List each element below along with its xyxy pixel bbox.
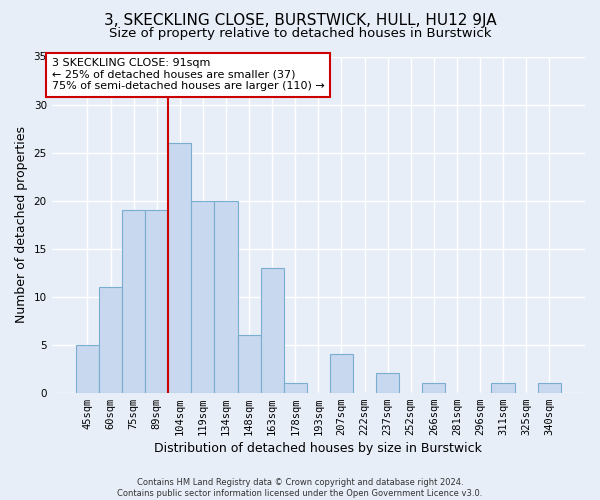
Bar [122,210,145,392]
Bar [191,200,214,392]
X-axis label: Distribution of detached houses by size in Burstwick: Distribution of detached houses by size … [154,442,482,455]
Bar [260,268,284,392]
Text: Contains HM Land Registry data © Crown copyright and database right 2024.
Contai: Contains HM Land Registry data © Crown c… [118,478,482,498]
Bar [168,143,191,392]
Bar [76,344,99,393]
Bar [284,383,307,392]
Bar [99,287,122,393]
Y-axis label: Number of detached properties: Number of detached properties [15,126,28,323]
Bar [491,383,515,392]
Bar [422,383,445,392]
Bar [238,335,260,392]
Bar [376,374,399,392]
Bar [214,200,238,392]
Bar [538,383,561,392]
Bar [145,210,168,392]
Text: 3 SKECKLING CLOSE: 91sqm
← 25% of detached houses are smaller (37)
75% of semi-d: 3 SKECKLING CLOSE: 91sqm ← 25% of detach… [52,58,325,92]
Bar [330,354,353,393]
Text: 3, SKECKLING CLOSE, BURSTWICK, HULL, HU12 9JA: 3, SKECKLING CLOSE, BURSTWICK, HULL, HU1… [104,12,496,28]
Text: Size of property relative to detached houses in Burstwick: Size of property relative to detached ho… [109,28,491,40]
